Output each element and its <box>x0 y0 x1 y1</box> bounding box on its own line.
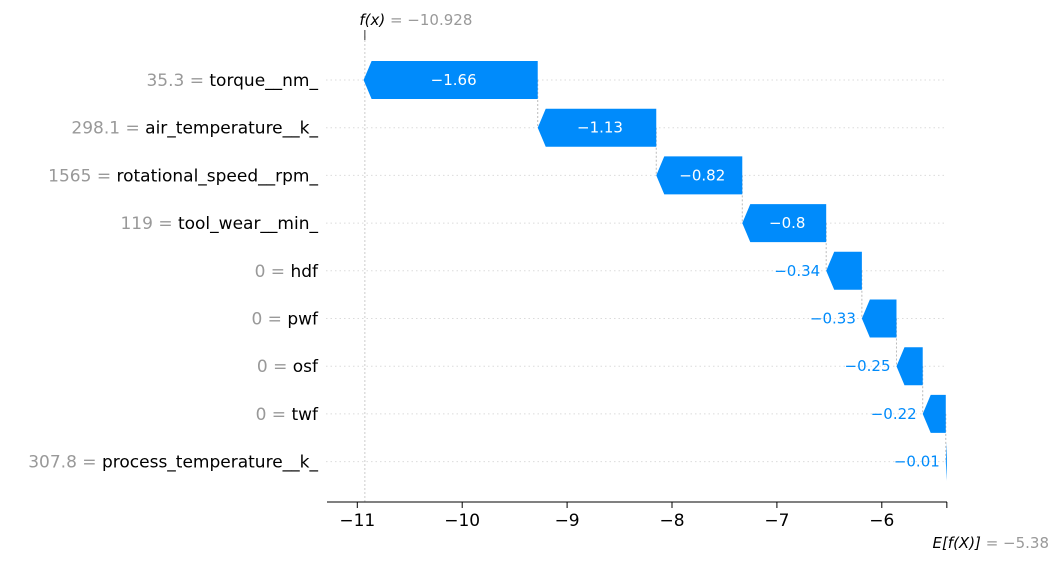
bar-value-label: −1.13 <box>577 119 623 137</box>
bar <box>922 394 946 433</box>
feature-name: twf <box>291 405 319 425</box>
feature-value: 298.1 = <box>71 119 145 139</box>
feature-name: torque__nm_ <box>209 71 318 91</box>
x-tick-label: −10 <box>444 511 480 531</box>
feature-value: 1565 = <box>48 166 116 186</box>
reference-lines <box>364 30 947 502</box>
feature-name: process_temperature__k_ <box>102 453 319 473</box>
feature-label: 119 = tool_wear__min_ <box>120 214 318 234</box>
feature-label: 307.8 = process_temperature__k_ <box>28 453 318 473</box>
feature-value: 119 = <box>120 214 178 234</box>
feature-value: 307.8 = <box>28 453 102 473</box>
bar <box>742 204 827 243</box>
x-tick-label: −11 <box>339 511 375 531</box>
feature-value: 0 = <box>255 262 291 282</box>
bars: −1.66 −1.13 −0.82 −0.8 −0.34 −0.33 −0.25 −0.22 −… <box>363 61 947 481</box>
bar <box>537 108 657 147</box>
bar <box>896 347 923 386</box>
x-tick-label: −9 <box>555 511 580 531</box>
feature-value: 0 = <box>257 357 293 377</box>
base-value-label: E[f(X)] = −5.38 <box>932 534 1049 552</box>
bar <box>945 442 947 481</box>
feature-label: 0 = twf <box>256 405 319 425</box>
annotation-math: E[f(X)] <box>932 534 981 552</box>
x-tick-label: −7 <box>764 511 789 531</box>
bar <box>656 156 743 195</box>
bar <box>826 251 862 290</box>
bar <box>363 61 538 99</box>
bar-value-label: −0.8 <box>769 214 805 232</box>
bar-value-label: −0.34 <box>774 262 820 280</box>
x-axis: −11 −10 −9 −8 −7 −6 <box>327 501 948 531</box>
feature-name: hdf <box>290 262 319 282</box>
feature-label: 0 = osf <box>257 357 319 377</box>
bar-value-label: −0.33 <box>810 310 856 328</box>
feature-label: 0 = hdf <box>255 262 319 282</box>
bar-value-label: −0.01 <box>894 453 940 471</box>
bar-value-label: −0.82 <box>679 166 725 184</box>
feature-name: tool_wear__min_ <box>178 214 319 234</box>
bar-value-label: −0.25 <box>845 357 891 375</box>
feature-value: 35.3 = <box>146 71 209 91</box>
feature-label: 35.3 = torque__nm_ <box>146 71 318 91</box>
x-tick-label: −6 <box>869 511 894 531</box>
feature-label: 0 = pwf <box>251 310 319 330</box>
feature-name: air_temperature__k_ <box>145 119 318 139</box>
bar-value-label: −1.66 <box>431 71 477 89</box>
bar <box>861 299 897 338</box>
feature-label: 1565 = rotational_speed__rpm_ <box>48 166 318 186</box>
feature-name: osf <box>293 357 319 377</box>
annotation-math: f(x) <box>359 11 385 29</box>
output-value-label: f(x) = −10.928 <box>359 11 472 29</box>
row-gridlines <box>326 79 947 463</box>
feature-name: rotational_speed__rpm_ <box>116 166 318 186</box>
value-annotations: f(x) = −10.928 E[f(X)] = −5.38 <box>359 11 1049 552</box>
feature-name: pwf <box>287 310 319 330</box>
annotation-value: = −10.928 <box>385 11 472 29</box>
feature-labels: 35.3 = torque__nm_ 298.1 = air_temperatur… <box>28 71 319 473</box>
feature-value: 0 = <box>256 405 292 425</box>
feature-label: 298.1 = air_temperature__k_ <box>71 119 318 139</box>
annotation-value: = −5.38 <box>981 534 1049 552</box>
bar-value-label: −0.22 <box>871 405 917 423</box>
feature-value: 0 = <box>251 310 287 330</box>
x-tick-label: −8 <box>659 511 684 531</box>
